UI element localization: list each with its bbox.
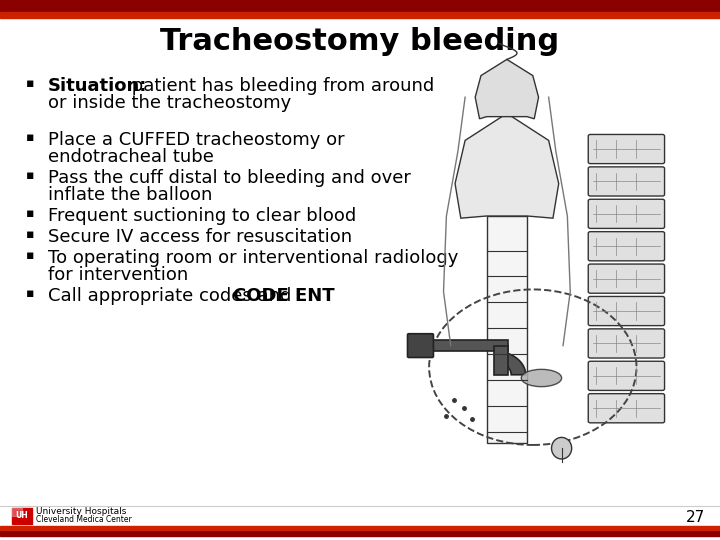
Text: ▪: ▪ [26, 228, 35, 241]
FancyBboxPatch shape [588, 361, 665, 390]
Text: inflate the balloon: inflate the balloon [48, 186, 212, 204]
Text: UH: UH [16, 511, 28, 521]
Text: Frequent suctioning to clear blood: Frequent suctioning to clear blood [48, 207, 356, 225]
Text: patient has bleeding from around: patient has bleeding from around [126, 77, 434, 95]
Text: ▪: ▪ [26, 131, 35, 144]
Text: Secure IV access for resuscitation: Secure IV access for resuscitation [48, 228, 352, 246]
Bar [487, 216, 527, 443]
FancyBboxPatch shape [588, 264, 665, 293]
Text: Tracheostomy bleeding: Tracheostomy bleeding [161, 28, 559, 57]
Polygon shape [475, 59, 539, 119]
FancyBboxPatch shape [588, 134, 665, 164]
Text: CODE ENT: CODE ENT [233, 287, 335, 305]
Bar [0, 530, 720, 536]
Text: ▪: ▪ [26, 169, 35, 182]
Bar [12, 508, 22, 516]
PathPatch shape [494, 351, 526, 375]
FancyBboxPatch shape [588, 329, 665, 358]
Text: Pass the cuff distal to bleeding and over: Pass the cuff distal to bleeding and ove… [48, 169, 411, 187]
Text: or inside the tracheostomy: or inside the tracheostomy [48, 94, 292, 112]
Text: Place a CUFFED tracheostomy or: Place a CUFFED tracheostomy or [48, 131, 345, 149]
Text: ▪: ▪ [26, 249, 35, 262]
Bar [429, 340, 508, 351]
Text: for intervention: for intervention [48, 266, 188, 284]
Text: Call appropriate codes and: Call appropriate codes and [48, 287, 297, 305]
Text: 27: 27 [685, 510, 705, 525]
Ellipse shape [552, 437, 572, 459]
FancyBboxPatch shape [588, 167, 665, 196]
Text: ▪: ▪ [26, 207, 35, 220]
Bar [12, 508, 32, 524]
Ellipse shape [521, 369, 562, 387]
Text: Situation:: Situation: [48, 77, 148, 95]
Text: ▪: ▪ [26, 287, 35, 300]
Text: ▪: ▪ [26, 77, 35, 90]
Text: University Hospitals: University Hospitals [36, 508, 127, 516]
Bar [0, 526, 720, 530]
FancyBboxPatch shape [588, 296, 665, 326]
FancyBboxPatch shape [408, 334, 433, 357]
Bar [0, 12, 720, 18]
Bar [0, 0, 720, 12]
Text: To operating room or interventional radiology: To operating room or interventional radi… [48, 249, 459, 267]
Bar [494, 346, 508, 375]
FancyBboxPatch shape [588, 232, 665, 261]
Text: Cleveland Medica Center: Cleveland Medica Center [36, 516, 132, 524]
FancyBboxPatch shape [588, 394, 665, 423]
Polygon shape [455, 113, 559, 218]
FancyBboxPatch shape [588, 199, 665, 228]
Text: endotracheal tube: endotracheal tube [48, 148, 214, 166]
